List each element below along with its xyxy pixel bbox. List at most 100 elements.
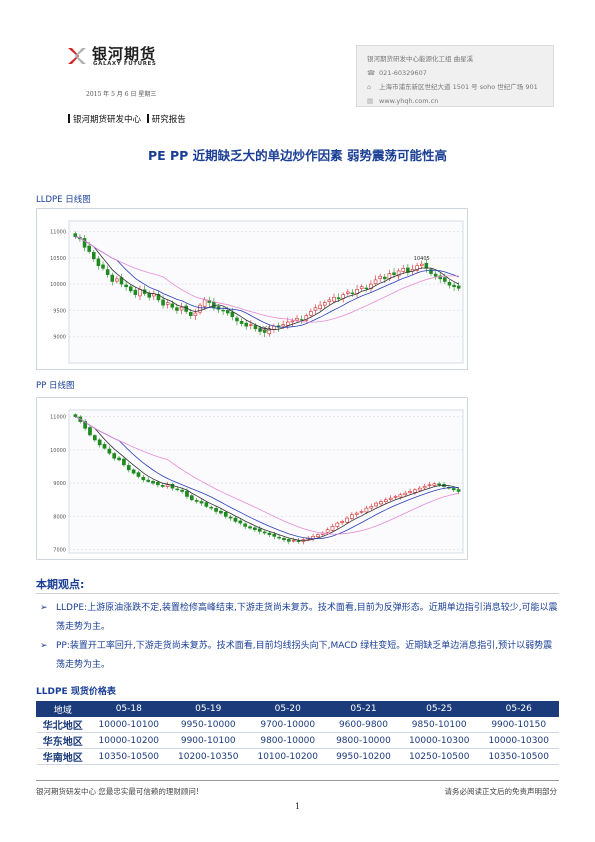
candle	[124, 284, 128, 288]
candle	[219, 510, 223, 514]
table-cell: 9850-10100	[399, 716, 479, 733]
candle	[422, 486, 427, 489]
candle	[262, 330, 267, 333]
table-cell: 10000-10300	[399, 732, 479, 749]
candle	[83, 421, 87, 429]
contact-website[interactable]: www.yhqh.com.cn	[379, 97, 439, 105]
candle	[388, 497, 393, 500]
candle	[122, 458, 126, 466]
candle	[295, 317, 299, 321]
candle	[136, 472, 141, 477]
plot-area	[68, 220, 464, 364]
candle	[379, 501, 383, 505]
galaxy-logo-icon	[68, 48, 86, 64]
footer-slogan: 银河期货研发中心 您最忠实最可信赖的理财顾问!	[36, 787, 199, 796]
lldpe-candlestick-chart: 9000 9500 10000 10500 11000 10405 9065	[50, 220, 464, 364]
table-cell: 9800-10000	[248, 732, 328, 749]
y-tick-label: 11000	[50, 230, 66, 236]
candle	[406, 267, 410, 273]
divider	[68, 114, 70, 123]
table-row: 华北地区 10000-10100 9950-10000 9700-10000 9…	[36, 716, 559, 733]
candle	[194, 500, 199, 502]
table-header: 05-18	[88, 701, 170, 717]
y-tick-label: 9500	[53, 308, 66, 314]
candle	[221, 309, 225, 312]
candle	[73, 414, 78, 417]
candle	[325, 529, 330, 533]
candle	[282, 538, 286, 540]
candle	[286, 321, 290, 326]
candle	[403, 492, 408, 496]
candle	[249, 324, 253, 326]
table-cell: 10100-10200	[248, 748, 328, 765]
candle	[456, 285, 461, 289]
candle	[335, 522, 340, 527]
viewpoint-text: LLDPE:上游原油涨跌不定,装置检修高峰结束,下游走货尚未复苏。技术面看,目前…	[56, 603, 558, 632]
candle	[272, 533, 277, 537]
candle	[147, 292, 151, 298]
candle	[202, 299, 207, 307]
price-table-title: LLDPE 现货价格表	[36, 687, 116, 697]
candle	[87, 245, 91, 252]
candle	[299, 319, 304, 321]
y-tick-label: 7000	[53, 548, 66, 554]
contact-address: 上海市浦东新区世纪大道 1501 号 soho 世纪广场 901	[379, 83, 538, 91]
moving-average-line	[75, 236, 459, 331]
candle	[451, 488, 456, 491]
table-cell: 10350-10500	[89, 748, 169, 765]
candle	[128, 286, 133, 292]
page-title: PE PP 近期缺乏大的单边炒作因素 弱势震荡可能性高	[147, 148, 448, 163]
table-cell: 9900-10150	[478, 716, 559, 733]
analyst-name: 银河期货研发中心能源化工组 曲星溪	[367, 55, 474, 63]
candle	[230, 311, 235, 318]
candle	[417, 487, 422, 491]
candle	[427, 484, 432, 486]
candle	[398, 494, 403, 498]
y-tick-label: 11000	[50, 415, 66, 421]
candle	[82, 238, 87, 248]
table-cell: 9700-10000	[248, 716, 328, 733]
candle	[214, 508, 218, 512]
arrow-bullet-icon: ➢	[40, 641, 48, 651]
candle	[392, 272, 396, 275]
candle	[327, 299, 332, 302]
candle	[107, 448, 112, 454]
candle	[262, 531, 267, 534]
candle	[198, 304, 202, 313]
candle	[359, 511, 364, 513]
viewpoints-title: 本期观点:	[36, 578, 85, 591]
candle	[248, 526, 252, 529]
moving-average-line	[75, 416, 459, 539]
candle	[277, 536, 281, 539]
candle	[102, 444, 107, 449]
candle	[369, 506, 374, 509]
candle	[345, 517, 349, 523]
candle	[336, 297, 341, 300]
candle	[383, 276, 387, 280]
footer-disclaimer: 请务必阅读正文后的免责声明部分	[444, 787, 558, 796]
candle	[209, 506, 214, 509]
candle	[189, 312, 193, 316]
candle	[313, 307, 318, 311]
candle	[117, 457, 121, 461]
candle	[330, 526, 335, 531]
candle	[332, 296, 336, 302]
table-header: 地域	[36, 701, 90, 717]
candle	[316, 534, 320, 537]
candle	[161, 299, 165, 306]
divider	[36, 780, 559, 781]
candle	[225, 310, 230, 314]
candle	[322, 302, 327, 306]
candle	[424, 262, 429, 269]
candle	[346, 291, 350, 294]
candle	[110, 274, 115, 282]
candle	[233, 517, 238, 522]
price-table: 地域 05-18 05-19 05-20 05-21 05-25 05-26 华…	[36, 701, 559, 765]
candle	[304, 315, 309, 321]
candle	[419, 263, 424, 267]
candle	[272, 325, 276, 330]
price-annotation: 9065	[258, 326, 271, 332]
candle	[253, 527, 257, 531]
candle	[212, 301, 216, 309]
candle	[97, 439, 102, 446]
